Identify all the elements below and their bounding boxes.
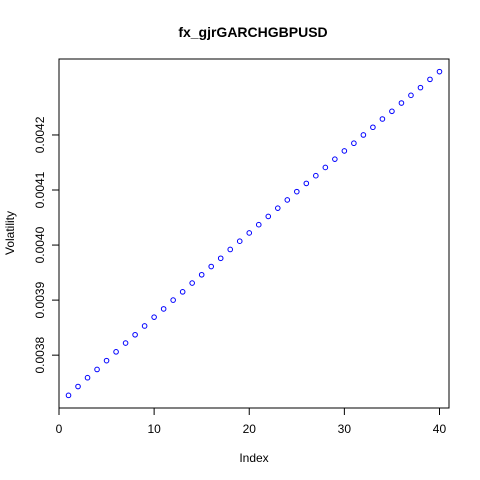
data-point xyxy=(341,148,348,154)
data-point xyxy=(236,238,243,245)
data-point xyxy=(313,172,319,179)
data-point xyxy=(398,100,405,106)
data-point xyxy=(227,246,234,253)
data-point xyxy=(113,349,119,355)
data-point xyxy=(332,156,338,162)
data-point xyxy=(208,263,214,270)
data-point xyxy=(189,280,195,286)
data-point xyxy=(436,68,443,75)
data-point xyxy=(217,255,224,262)
data-point xyxy=(94,366,100,373)
data-point xyxy=(179,289,186,295)
data-point xyxy=(351,140,357,147)
data-point xyxy=(284,197,291,203)
y-tick-label: 0.0041 xyxy=(33,171,47,208)
data-point xyxy=(198,271,205,278)
data-point xyxy=(170,297,176,303)
x-tick-label: 20 xyxy=(243,422,257,436)
data-point xyxy=(379,116,386,122)
data-point xyxy=(132,331,138,338)
x-axis-label: Index xyxy=(239,451,268,465)
data-point xyxy=(294,188,300,195)
plot-frame xyxy=(58,58,450,409)
data-point xyxy=(303,180,310,187)
y-axis-label: Volatility xyxy=(3,211,17,255)
y-tick-label: 0.0038 xyxy=(33,336,47,373)
data-point xyxy=(141,323,148,329)
y-tick-label: 0.0039 xyxy=(33,281,47,318)
data-point xyxy=(246,230,253,236)
data-point xyxy=(75,383,81,390)
data-point xyxy=(65,392,72,399)
data-point xyxy=(322,164,329,171)
x-axis: 0 10 20 30 40 xyxy=(56,407,447,436)
data-point xyxy=(84,374,91,381)
y-tick-label: 0.0040 xyxy=(33,226,47,263)
data-points xyxy=(65,68,443,399)
x-tick-label: 0 xyxy=(56,422,63,436)
y-axis: 0.0038 0.0039 0.0040 0.0041 0.0042 xyxy=(33,116,60,374)
data-point xyxy=(160,306,167,312)
data-point xyxy=(255,221,262,228)
chart-title: fx_gjrGARCHGBPUSD xyxy=(178,24,327,40)
data-point xyxy=(389,108,395,115)
data-point xyxy=(417,84,424,91)
data-point xyxy=(151,314,157,320)
data-point xyxy=(103,357,110,364)
data-point xyxy=(408,92,414,99)
data-point xyxy=(427,76,433,83)
data-point xyxy=(370,124,376,131)
y-tick-label: 0.0042 xyxy=(33,116,47,153)
x-tick-label: 40 xyxy=(433,422,447,436)
x-tick-label: 30 xyxy=(338,422,352,436)
data-point xyxy=(274,205,281,211)
data-point xyxy=(360,132,367,138)
data-point xyxy=(122,340,129,346)
x-tick-label: 10 xyxy=(147,422,161,436)
data-point xyxy=(265,213,272,220)
